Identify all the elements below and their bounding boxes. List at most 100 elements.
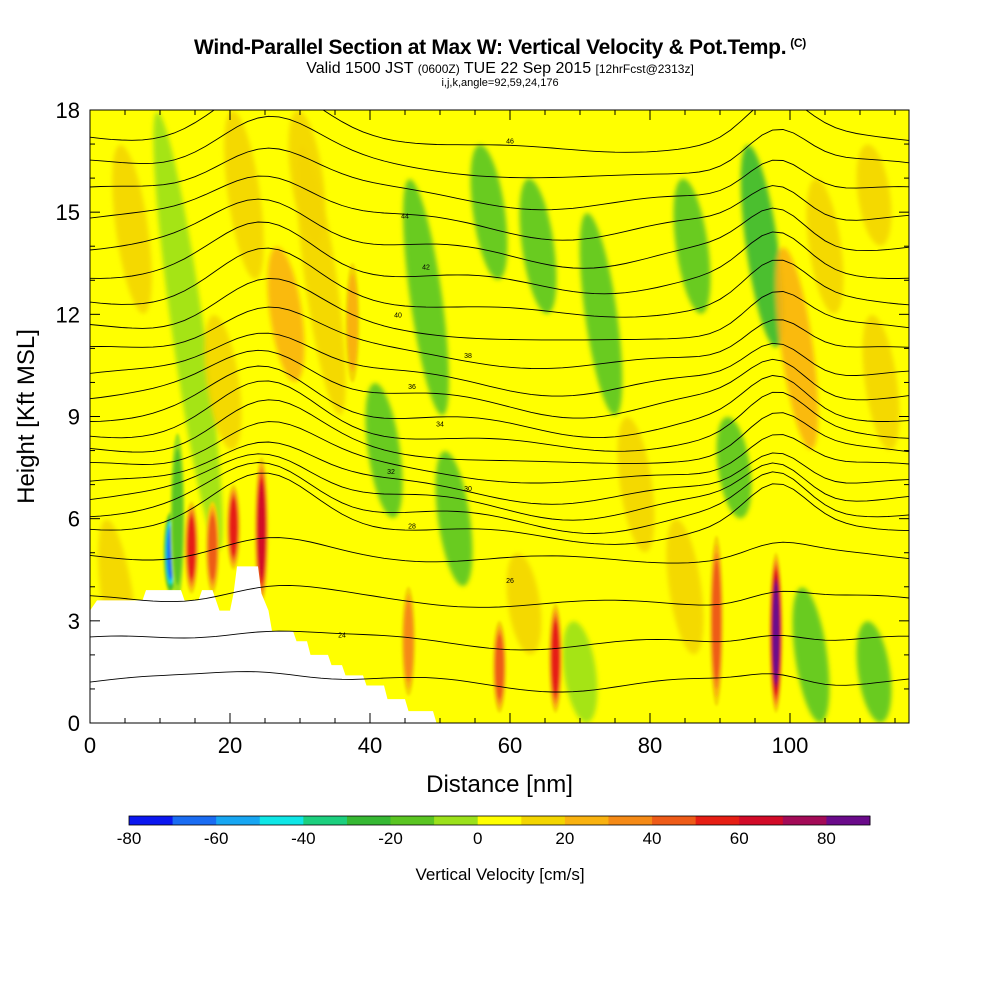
field-cell <box>666 519 704 655</box>
x-axis-label: Distance [nm] <box>426 771 573 798</box>
theta-contour <box>90 198 909 269</box>
colorbar-label: Vertical Velocity [cm/s] <box>415 865 584 884</box>
colorbar-swatch <box>477 816 522 825</box>
y-tick-label: 3 <box>68 609 80 634</box>
colorbar-swatch <box>390 816 435 825</box>
velocity-core <box>258 482 265 579</box>
field-cell <box>519 178 557 314</box>
colorbar-swatch <box>172 816 217 825</box>
colorbar-swatch <box>695 816 740 825</box>
field-cell <box>267 246 305 382</box>
colorbar-tick-label: 60 <box>730 829 749 848</box>
colorbar-swatch <box>652 816 697 825</box>
theta-contour <box>90 584 909 608</box>
colorbar-frame <box>128 815 871 826</box>
theta-contour <box>90 671 909 693</box>
contour-label: 28 <box>408 523 416 530</box>
colorbar-swatch <box>216 816 261 825</box>
field-cell <box>435 451 473 587</box>
x-tick-label: 60 <box>498 733 522 758</box>
colorbar-tick-label: -60 <box>204 829 229 848</box>
field-cell <box>862 314 900 450</box>
theta-contour <box>90 441 909 505</box>
contour-label: 30 <box>464 486 472 493</box>
colorbar-swatch <box>259 816 304 825</box>
y-tick-label: 12 <box>56 302 80 327</box>
colorbar-swatch <box>434 816 479 825</box>
field-cell <box>135 382 171 485</box>
potential-temperature-contours: 46 44 42 40 38 36 34 32 30 28 26 24 <box>90 110 909 693</box>
velocity-core <box>712 561 721 681</box>
theta-contour <box>90 332 909 397</box>
theta-contour <box>90 115 909 179</box>
velocity-core <box>772 582 780 684</box>
x-tick-label: 100 <box>772 733 809 758</box>
colorbar-swatch <box>564 816 609 825</box>
contour-label: 34 <box>436 421 444 428</box>
field-cell <box>856 144 892 246</box>
theta-contour <box>90 537 909 564</box>
colorbar-tick-label: 80 <box>817 829 836 848</box>
contour-label: 42 <box>422 265 430 272</box>
theta-contour <box>90 462 909 534</box>
field-cell <box>806 178 844 314</box>
colorbar-swatch <box>303 816 348 825</box>
field-cell <box>112 144 152 314</box>
theta-contour <box>90 247 909 318</box>
colorbar-tick-label: -80 <box>117 829 142 848</box>
contour-label: 40 <box>394 312 402 319</box>
colorbar-swatch <box>826 816 871 825</box>
colorbar-swatch <box>782 816 827 825</box>
colorbar-tick-label: -20 <box>378 829 403 848</box>
title-text: Wind-Parallel Section at Max W: Vertical… <box>194 36 787 59</box>
theta-contour <box>90 306 909 370</box>
y-tick-label: 9 <box>68 405 80 430</box>
field-cell <box>403 179 449 416</box>
field-cell <box>579 213 623 416</box>
contour-label: 26 <box>506 578 514 585</box>
valid-date: TUE 22 Sep 2015 <box>463 60 592 77</box>
theta-contour <box>90 630 909 651</box>
x-tick-label: 20 <box>218 733 242 758</box>
y-tick-label: 6 <box>68 507 80 532</box>
velocity-core <box>551 621 560 695</box>
terrain <box>90 566 437 723</box>
field-cell <box>506 553 542 655</box>
valid-prefix: Valid 1500 JST <box>306 60 414 77</box>
contour-label: 32 <box>387 469 395 476</box>
field-cell <box>470 144 508 280</box>
chart-subtitle: Valid 1500 JST (0600Z) TUE 22 Sep 2015 [… <box>0 60 1000 78</box>
copyright-mark: (C) <box>790 36 806 50</box>
field-cell <box>673 178 711 314</box>
y-axis-label: Height [Kft MSL] <box>13 329 40 504</box>
contour-label: 24 <box>338 632 346 639</box>
colorbar: -80 -60 -40 -20 0 20 40 60 80 Vertical Velocity [… <box>117 815 871 884</box>
colorbar-tick-label: 0 <box>473 829 482 848</box>
x-tick-label: 80 <box>638 733 662 758</box>
contour-label: 46 <box>506 139 514 146</box>
theta-contour <box>90 175 909 241</box>
theta-contour <box>90 221 909 295</box>
colorbar-swatch <box>739 816 784 825</box>
terrain-mask <box>90 566 437 723</box>
y-tick-label: 0 <box>68 711 80 736</box>
colorbar-tick-label: -40 <box>291 829 316 848</box>
grid-indices: i,j,k,angle=92,59,24,176 <box>441 77 559 89</box>
velocity-core <box>172 448 183 586</box>
colorbar-tick-label: 20 <box>555 829 574 848</box>
contour-label: 36 <box>408 384 416 391</box>
velocity-core <box>495 634 504 699</box>
contour-label: 38 <box>464 353 472 360</box>
field-cell <box>224 110 264 280</box>
field-cell <box>716 416 752 519</box>
theta-contour <box>90 277 909 341</box>
colorbar-swatch <box>346 816 392 825</box>
field-cell <box>856 621 892 723</box>
contour-label: 44 <box>401 214 409 221</box>
theta-contour <box>90 110 909 153</box>
field-cell <box>775 247 819 450</box>
field-cell <box>153 112 223 551</box>
velocity-core <box>347 273 358 372</box>
colorbar-swatch <box>608 816 653 825</box>
theta-contour <box>90 365 909 439</box>
